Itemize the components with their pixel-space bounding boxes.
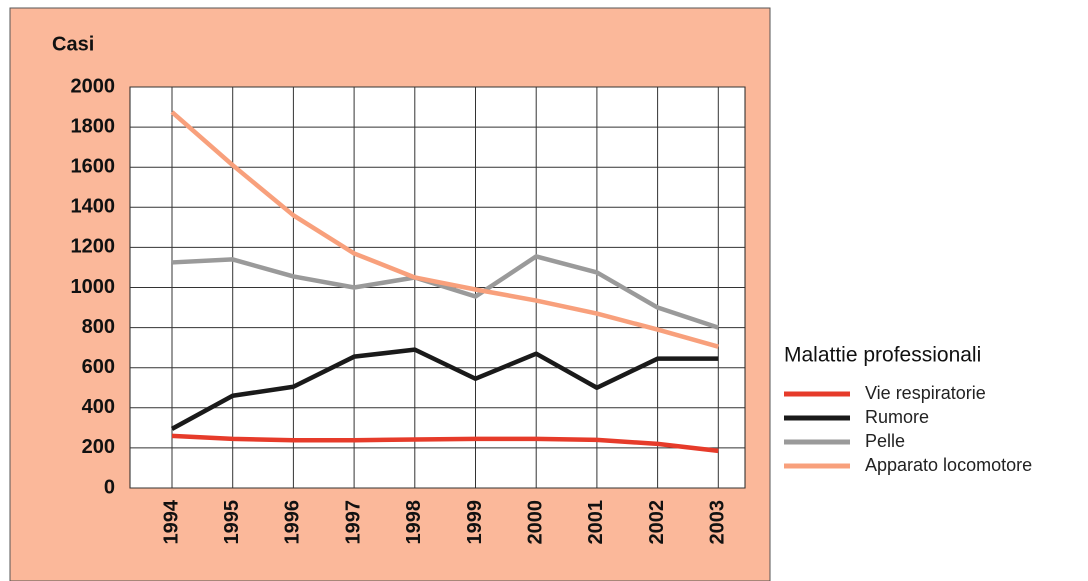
x-tick-label: 1999 [464,500,486,545]
y-tick-label: 0 [104,476,115,498]
y-tick-label: 800 [82,316,115,338]
y-axis-label: Casi [52,33,94,55]
legend-label: Rumore [865,407,929,427]
x-tick-label: 1994 [160,499,182,544]
x-tick-label: 2002 [646,500,668,545]
series-line [170,110,719,349]
legend-label: Pelle [865,431,905,451]
legend-label: Apparato locomotore [865,455,1032,475]
legend-label: Vie respiratorie [865,383,986,403]
y-tick-label: 1800 [71,115,116,137]
y-tick-label: 1400 [71,196,116,218]
x-tick-label: 1997 [342,500,364,545]
y-tick-label: 1600 [71,155,116,177]
series-line [171,254,720,330]
y-tick-label: 600 [82,356,115,378]
series-line [171,433,719,454]
x-tick-label: 2000 [524,500,546,545]
y-tick-label: 1000 [71,276,116,298]
x-tick-label: 2003 [707,500,729,545]
y-tick-label: 200 [82,436,115,458]
y-tick-label: 1200 [71,236,116,258]
y-tick-label: 2000 [71,75,116,97]
x-tick-label: 1995 [221,500,243,545]
x-tick-label: 1998 [403,500,425,545]
x-tick-label: 1996 [282,500,304,545]
y-tick-label: 400 [82,396,115,418]
series-line [170,347,719,431]
x-tick-label: 2001 [585,500,607,545]
legend-title: Malattie professionali [784,344,981,367]
